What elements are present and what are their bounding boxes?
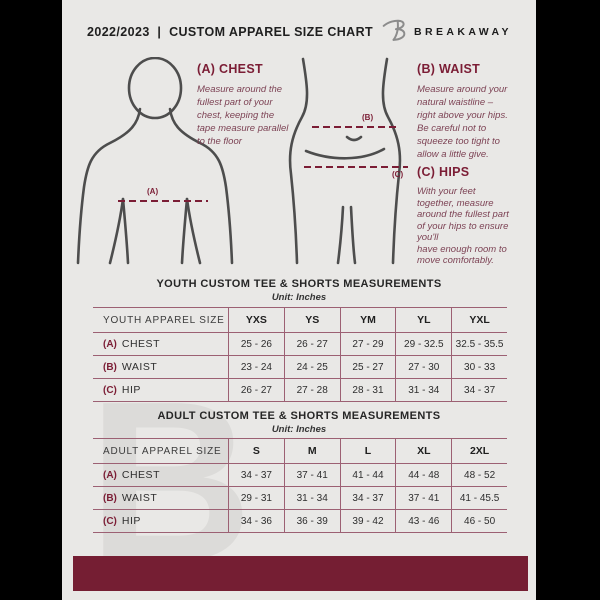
size-value-cell: 41 - 44 — [339, 463, 396, 486]
table-corner-label: YOUTH APPAREL SIZE — [103, 314, 225, 326]
size-value-cell: 30 - 33 — [451, 355, 507, 378]
row-label-text: WAIST — [121, 361, 158, 373]
row-label-text: WAIST — [121, 492, 158, 504]
hips-guide-text: With your feet together, measure around … — [417, 186, 509, 266]
size-value-cell: 26 - 27 — [283, 332, 340, 355]
row-label-text: CHEST — [121, 469, 160, 481]
size-value-cell: 37 - 41 — [395, 486, 452, 509]
breakaway-b-logo-icon — [382, 15, 410, 50]
waist-guide-text: Measure around your natural waistline – … — [417, 84, 508, 160]
size-value-cell: 29 - 32.5 — [395, 332, 452, 355]
adult-size-table: ADULT APPAREL SIZE S M L XL 2XL (A) CHEST 34 - 3… — [93, 438, 507, 533]
measurement-row-label: (C) HIP — [93, 509, 228, 532]
size-value-cell: 32.5 - 35.5 — [451, 332, 507, 355]
size-column-header: YM — [339, 308, 396, 332]
size-value-cell: 25 - 26 — [228, 332, 284, 355]
row-label-text: CHEST — [121, 338, 160, 350]
size-value-cell: 31 - 34 — [395, 378, 452, 401]
measurement-row-label: (A) CHEST — [93, 463, 228, 486]
size-column-header: L — [339, 439, 396, 463]
size-column-header: YXL — [451, 308, 507, 332]
measurement-row-label: (A) CHEST — [93, 332, 228, 355]
hips-guide-heading: (C) HIPS — [417, 165, 470, 179]
brand-name: BREAKAWAY — [414, 26, 512, 38]
size-value-cell: 25 - 27 — [339, 355, 396, 378]
measurement-row-label: (B) WAIST — [93, 486, 228, 509]
measurement-row-label: (C) HIP — [93, 378, 228, 401]
hips-measure-line — [304, 166, 408, 168]
size-value-cell: 23 - 24 — [228, 355, 284, 378]
size-value-cell: 34 - 37 — [451, 378, 507, 401]
measurement-row-label: (B) WAIST — [93, 355, 228, 378]
size-value-cell: 39 - 42 — [339, 509, 396, 532]
size-column-header: M — [283, 439, 340, 463]
row-marker: (A) — [103, 338, 117, 350]
size-value-cell: 24 - 25 — [283, 355, 340, 378]
size-value-cell: 31 - 34 — [283, 486, 340, 509]
adult-table-title: ADULT CUSTOM TEE & SHORTS MEASUREMENTS — [157, 410, 441, 422]
size-value-cell: 34 - 36 — [228, 509, 284, 532]
youth-size-table: YOUTH APPAREL SIZE YXS YS YM YL YXL (A) CHEST 25… — [93, 307, 507, 402]
size-column-header: YL — [395, 308, 451, 332]
footer-bar — [73, 556, 528, 591]
chest-guide-heading: (A) CHEST — [197, 62, 263, 76]
waist-measure-line — [312, 126, 398, 128]
chest-measure-line — [118, 200, 208, 202]
chest-guide: (A) CHEST Measure around the fullest par… — [197, 62, 309, 148]
size-column-header: XL — [395, 439, 451, 463]
size-value-cell: 48 - 52 — [451, 463, 507, 486]
size-value-cell: 27 - 30 — [395, 355, 452, 378]
adult-table-unit: Unit: Inches — [271, 424, 327, 435]
size-value-cell: 27 - 29 — [339, 332, 396, 355]
size-value-cell: 41 - 45.5 — [451, 486, 507, 509]
youth-table-title: YOUTH CUSTOM TEE & SHORTS MEASUREMENTS — [156, 278, 442, 290]
page-title: 2022/2023 | CUSTOM APPAREL SIZE CHART — [87, 25, 374, 39]
waist-marker-label: (B) — [362, 113, 374, 122]
size-column-header: YXS — [228, 308, 284, 332]
row-label-text: HIP — [121, 515, 141, 527]
size-value-cell: 29 - 31 — [228, 486, 284, 509]
size-column-header: S — [228, 439, 284, 463]
row-marker: (C) — [103, 515, 117, 527]
size-chart-document: B 2022/2023 | CUSTOM APPAREL SIZE CHART … — [62, 0, 536, 600]
size-value-cell: 37 - 41 — [283, 463, 340, 486]
size-value-cell: 43 - 46 — [395, 509, 452, 532]
row-label-text: HIP — [121, 384, 141, 396]
row-marker: (C) — [103, 384, 117, 396]
waist-guide-heading: (B) WAIST — [417, 62, 481, 76]
row-marker: (A) — [103, 469, 117, 481]
chest-guide-text: Measure around the fullest part of your … — [197, 84, 289, 147]
size-value-cell: 26 - 27 — [228, 378, 284, 401]
size-column-header: YS — [283, 308, 340, 332]
row-marker: (B) — [103, 492, 117, 504]
size-value-cell: 44 - 48 — [395, 463, 452, 486]
waist-hips-figure — [288, 57, 402, 265]
chest-marker-label: (A) — [147, 187, 159, 196]
youth-table-unit: Unit: Inches — [271, 292, 327, 303]
torso-chest-figure — [76, 57, 234, 265]
size-value-cell: 28 - 31 — [339, 378, 396, 401]
size-value-cell: 46 - 50 — [451, 509, 507, 532]
row-marker: (B) — [103, 361, 117, 373]
size-column-header: 2XL — [451, 439, 507, 463]
size-value-cell: 34 - 37 — [228, 463, 284, 486]
waist-guide: (B) WAIST Measure around your natural wa… — [417, 62, 535, 161]
size-value-cell: 34 - 37 — [339, 486, 396, 509]
hips-guide: (C) HIPS With your feet together, measur… — [417, 165, 536, 267]
hips-marker-label: (C) — [392, 170, 404, 179]
table-corner-label: ADULT APPAREL SIZE — [103, 445, 222, 457]
size-value-cell: 36 - 39 — [283, 509, 340, 532]
size-value-cell: 27 - 28 — [283, 378, 340, 401]
